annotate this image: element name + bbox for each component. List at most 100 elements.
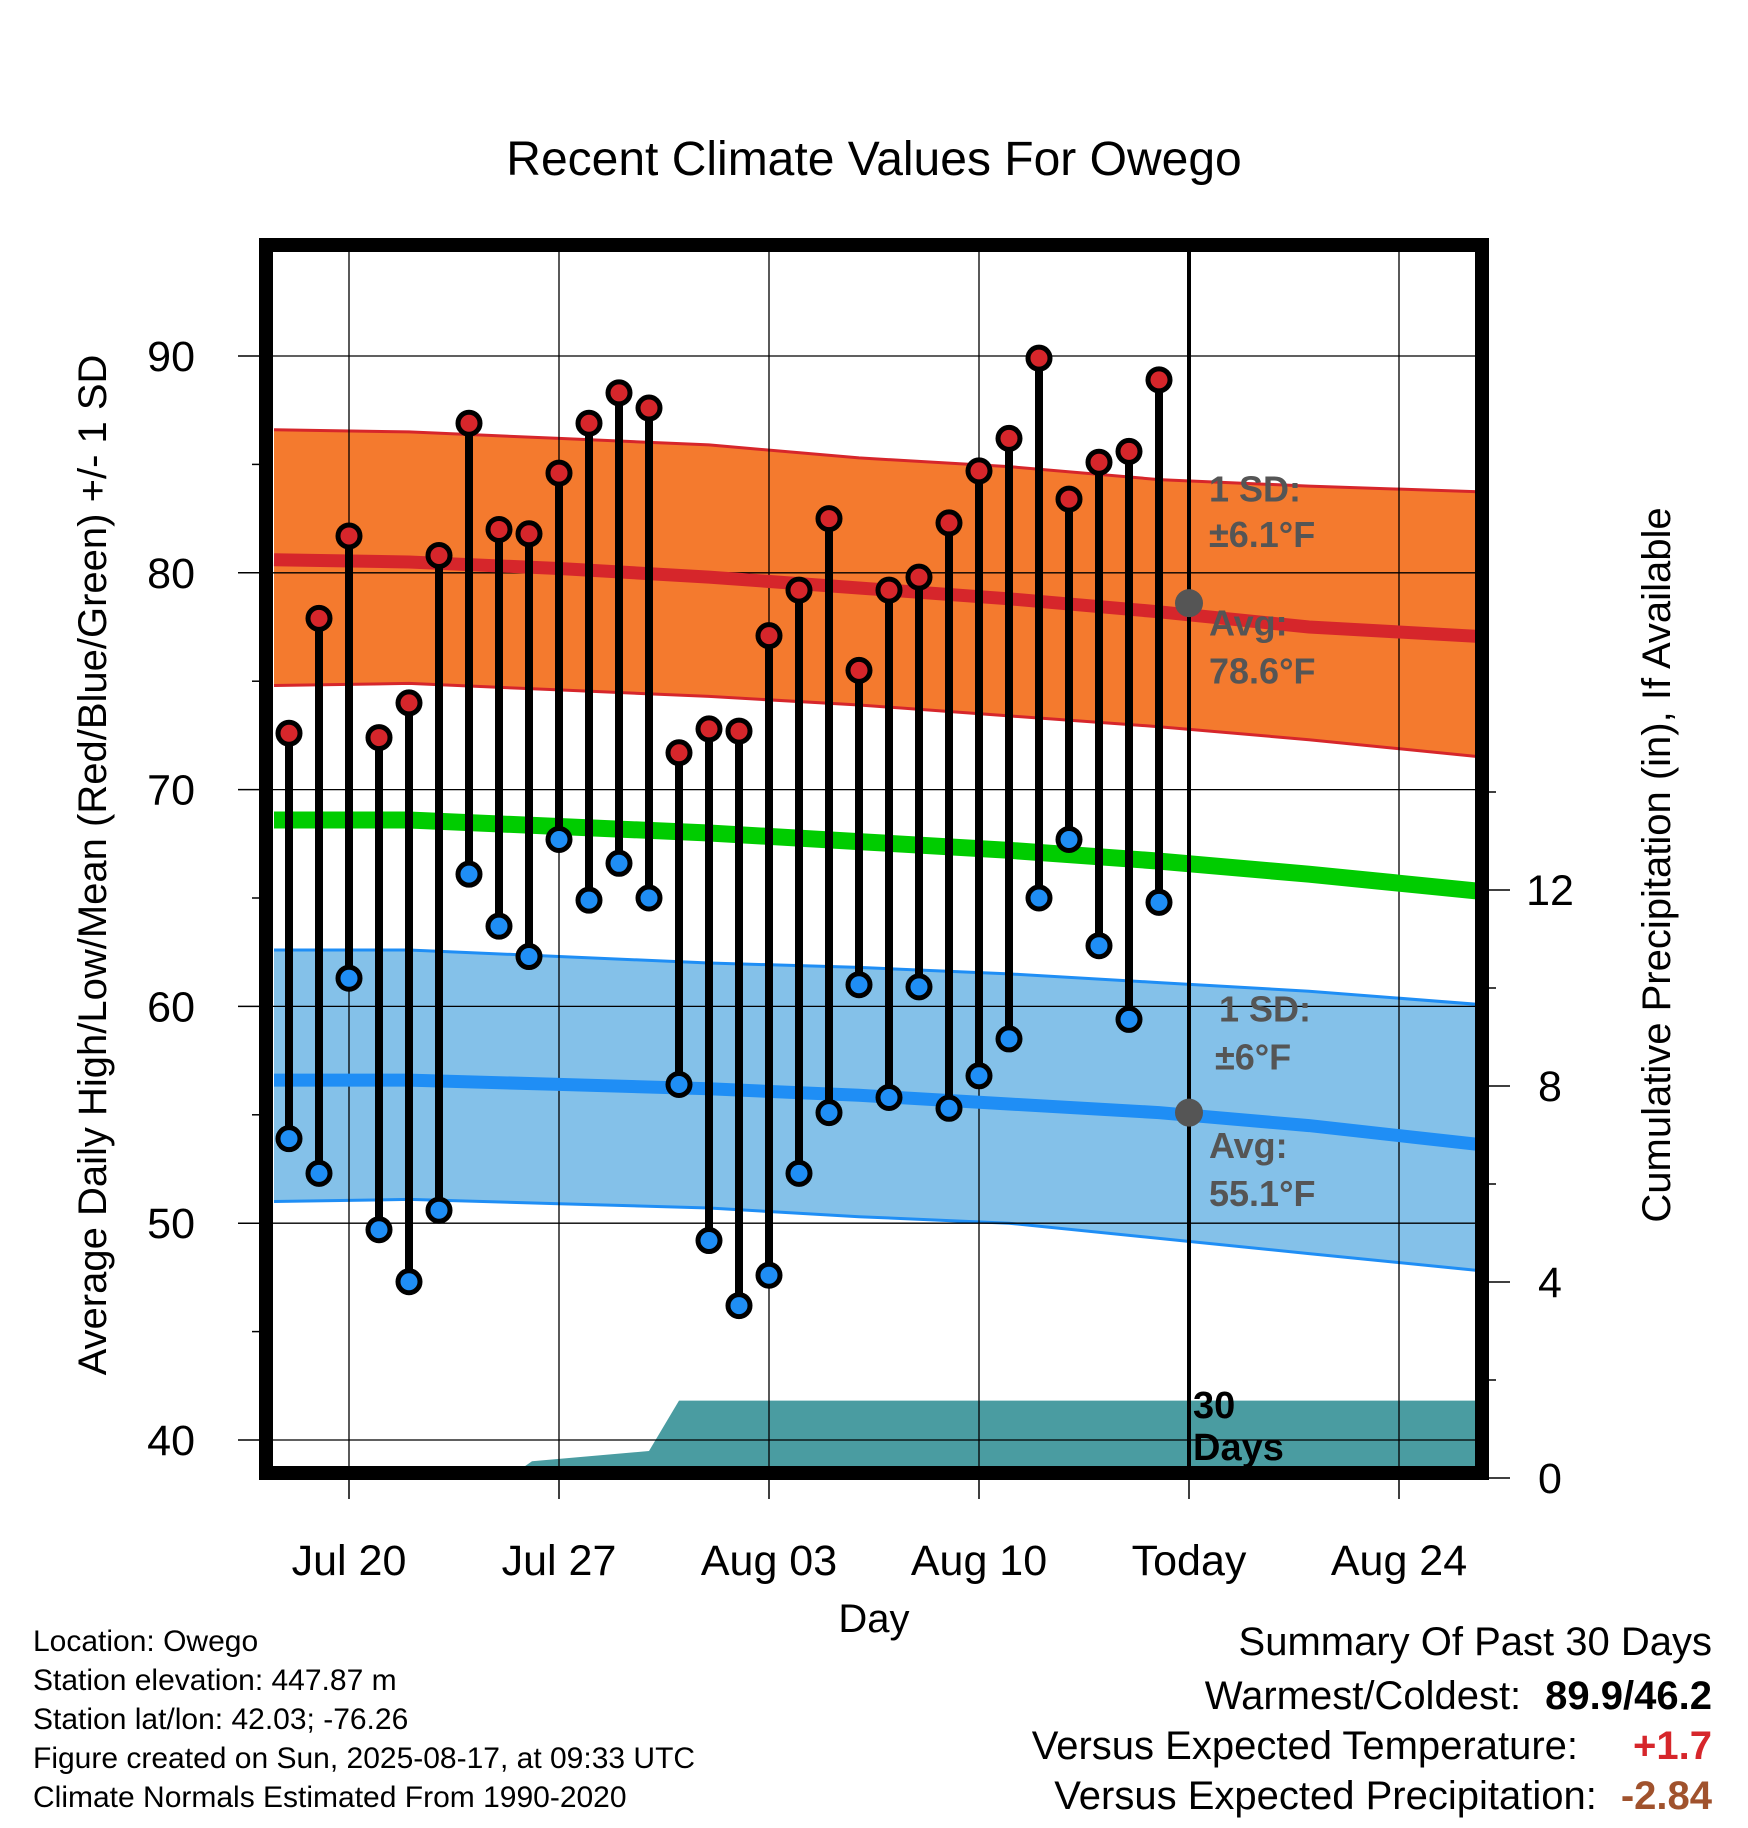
summary-panel: Summary Of Past 30 Days Warmest/Coldest:… — [1032, 1620, 1712, 1824]
low-sd-label: 1 SD: — [1219, 989, 1311, 1030]
station-location: Location: Owego — [33, 1625, 259, 1658]
daily-high-point — [575, 409, 603, 437]
daily-high-point — [455, 409, 483, 437]
daily-high-point — [965, 457, 993, 485]
high-band-upper-edge — [273, 428, 1482, 494]
daily-high-point — [335, 522, 363, 550]
daily-low-point — [425, 1196, 453, 1224]
today-low-avg-marker — [1175, 1098, 1203, 1127]
daily-high-point — [935, 509, 963, 537]
summary-warm-cold: Warmest/Coldest: 89.9/46.2 — [1032, 1674, 1712, 1724]
high-sd-label: 1 SD: — [1209, 468, 1301, 509]
daily-low-point — [905, 973, 933, 1001]
daily-low-point — [605, 849, 633, 877]
daily-high-point — [365, 724, 393, 752]
daily-high-point — [725, 717, 753, 745]
daily-low-point — [335, 964, 363, 992]
daily-high-point — [425, 541, 453, 569]
daily-high-point — [395, 689, 423, 717]
figure-created: Figure created on Sun, 2025-08-17, at 09… — [33, 1742, 696, 1775]
daily-low-point — [635, 884, 663, 912]
plot-frame — [259, 238, 1489, 1480]
daily-high-point — [665, 739, 693, 767]
low-avg-value: 55.1°F — [1209, 1173, 1315, 1214]
left-y-axis-label: Average Daily High/Low/Mean (Red/Blue/Gr… — [71, 355, 115, 1376]
warm-cold-value: 89.9/46.2 — [1545, 1674, 1712, 1718]
daily-low-point — [995, 1025, 1023, 1053]
daily-low-point — [1145, 888, 1173, 916]
daily-high-point — [1115, 437, 1143, 465]
days-label-number: 30 — [1193, 1385, 1235, 1427]
daily-low-point — [665, 1070, 693, 1098]
daily-high-point — [785, 576, 813, 604]
low-sd-value: ±6°F — [1215, 1036, 1291, 1077]
daily-high-point — [275, 719, 303, 747]
daily-low-point — [305, 1159, 333, 1187]
temperature-value: +1.7 — [1633, 1724, 1712, 1768]
daily-low-point — [395, 1268, 423, 1296]
daily-high-point — [515, 520, 543, 548]
daily-high-point — [905, 563, 933, 591]
station-info: Location: Owego Station elevation: 447.8… — [33, 1622, 695, 1817]
daily-high-point — [545, 459, 573, 487]
x-axis-label: Day — [838, 1597, 909, 1641]
daily-low-point — [1085, 932, 1113, 960]
low-sd-band — [274, 950, 1482, 1271]
today-high-avg-marker — [1175, 589, 1203, 618]
daily-high-point — [1085, 448, 1113, 476]
plot-area: 1 SD: ±6.1°F Avg: 78.6°F 1 SD: ±6°F Avg: 55.1°F… — [266, 245, 1482, 1473]
right-tick-label: 12 — [1526, 867, 1574, 915]
high-avg-value: 78.6°F — [1209, 650, 1315, 691]
daily-high-point — [1145, 366, 1173, 394]
daily-low-point — [545, 825, 573, 853]
daily-high-point — [695, 715, 723, 743]
precipitation-label: Versus Expected Precipitation: — [1054, 1774, 1597, 1818]
daily-high-point — [875, 576, 903, 604]
left-tick-label: 90 — [147, 333, 195, 381]
summary-temperature: Versus Expected Temperature: +1.7 — [1032, 1724, 1712, 1774]
daily-high-point — [755, 622, 783, 650]
chart-title: Recent Climate Values For Owego — [506, 133, 1241, 186]
daily-low-point — [455, 860, 483, 888]
daily-high-point — [605, 379, 633, 407]
daily-low-point — [935, 1094, 963, 1122]
daily-low-point — [815, 1099, 843, 1127]
daily-low-point — [755, 1261, 783, 1289]
right-tick-label: 0 — [1538, 1455, 1562, 1503]
x-tick-label: Aug 24 — [1331, 1537, 1467, 1585]
station-latlon: Station lat/lon: 42.03; -76.26 — [33, 1703, 409, 1736]
daily-low-point — [485, 912, 513, 940]
summary-heading: Summary Of Past 30 Days — [1238, 1620, 1712, 1664]
daily-low-point — [695, 1227, 723, 1255]
climate-normals: Climate Normals Estimated From 1990-2020 — [33, 1781, 627, 1814]
x-tick-label: Today — [1132, 1537, 1247, 1585]
low-band-lower-edge — [273, 1197, 1482, 1273]
daily-low-point — [725, 1292, 753, 1320]
left-tick-label: 50 — [147, 1200, 195, 1248]
right-y-axis-label: Cumulative Precipitation (in), If Availa… — [1635, 507, 1679, 1222]
precipitation-value: -2.84 — [1620, 1774, 1712, 1818]
daily-high-point — [1025, 344, 1053, 372]
daily-low-point — [845, 971, 873, 999]
normal-high-line — [273, 553, 1482, 644]
daily-high-point — [305, 604, 333, 632]
daily-high-point — [845, 656, 873, 684]
daily-low-point — [515, 943, 543, 971]
daily-high-point — [635, 394, 663, 422]
left-tick-label: 70 — [147, 767, 195, 815]
right-tick-label: 4 — [1538, 1259, 1562, 1307]
x-tick-label: Jul 27 — [502, 1537, 617, 1585]
left-tick-label: 80 — [147, 550, 195, 598]
left-tick-label: 40 — [147, 1417, 195, 1465]
daily-high-point — [815, 505, 843, 533]
daily-low-point — [365, 1216, 393, 1244]
x-tick-label: Jul 20 — [292, 1537, 407, 1585]
precipitation-area — [515, 1400, 1482, 1473]
high-sd-value: ±6.1°F — [1209, 514, 1315, 555]
left-tick-label: 60 — [147, 983, 195, 1031]
x-tick-label: Aug 10 — [911, 1537, 1047, 1585]
high-avg-label: Avg: — [1209, 603, 1288, 644]
low-avg-label: Avg: — [1209, 1125, 1288, 1166]
daily-low-point — [1025, 884, 1053, 912]
